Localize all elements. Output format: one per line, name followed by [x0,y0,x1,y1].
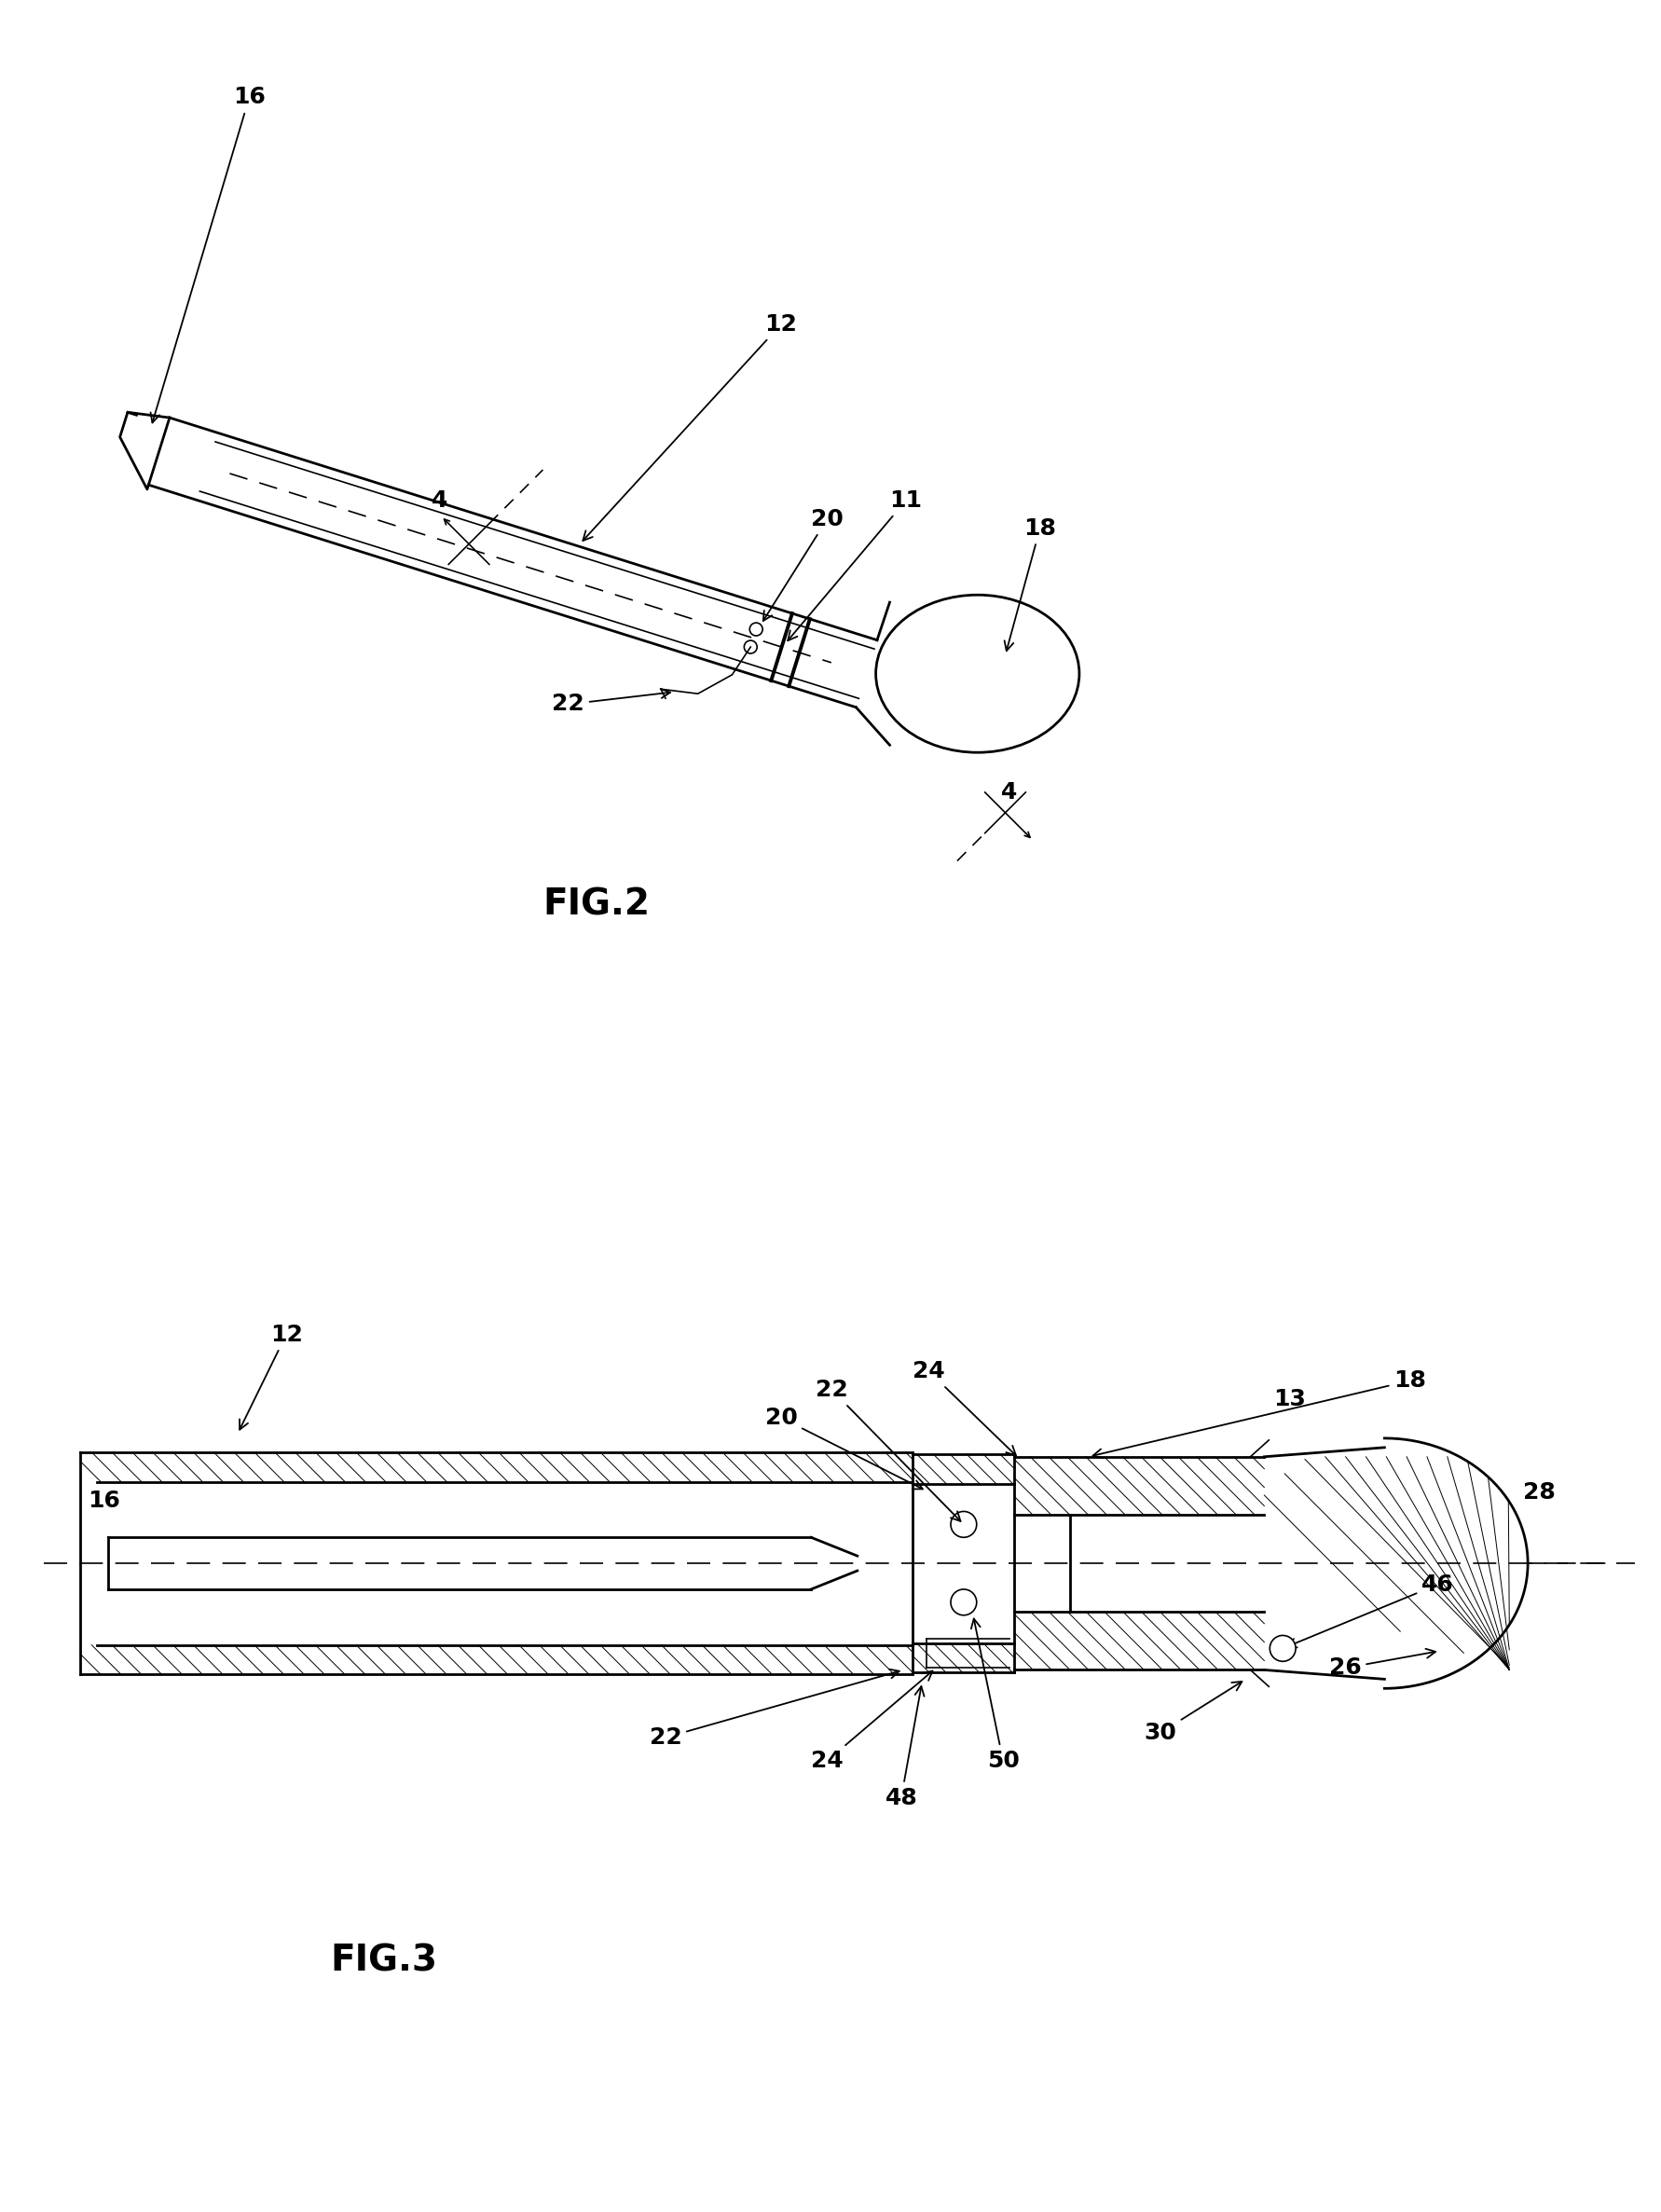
Text: FIG.2: FIG.2 [543,887,649,922]
Text: 4: 4 [1000,781,1017,803]
Text: 28: 28 [1523,1480,1556,1504]
Text: 26: 26 [1329,1648,1435,1679]
Text: 20: 20 [762,509,844,622]
Text: 46: 46 [1287,1573,1453,1648]
Text: 24: 24 [811,1670,932,1772]
Text: 13: 13 [1274,1389,1306,1411]
Text: 22: 22 [816,1378,960,1522]
Text: 18: 18 [1093,1369,1427,1458]
Text: 30: 30 [1144,1681,1242,1743]
Text: 12: 12 [583,314,797,540]
Text: 22: 22 [649,1670,899,1750]
Text: 20: 20 [764,1407,924,1489]
Text: FIG.3: FIG.3 [331,1942,437,1978]
Text: 12: 12 [239,1323,302,1429]
Text: 18: 18 [1005,518,1056,650]
Circle shape [1269,1635,1296,1661]
Text: 24: 24 [914,1360,1017,1455]
Text: 16: 16 [151,86,266,422]
Text: 48: 48 [885,1686,924,1809]
Text: 22: 22 [551,688,671,714]
Text: 16: 16 [88,1491,120,1513]
Text: 50: 50 [972,1619,1020,1772]
Text: 11: 11 [787,489,922,641]
Text: 4: 4 [432,489,448,511]
